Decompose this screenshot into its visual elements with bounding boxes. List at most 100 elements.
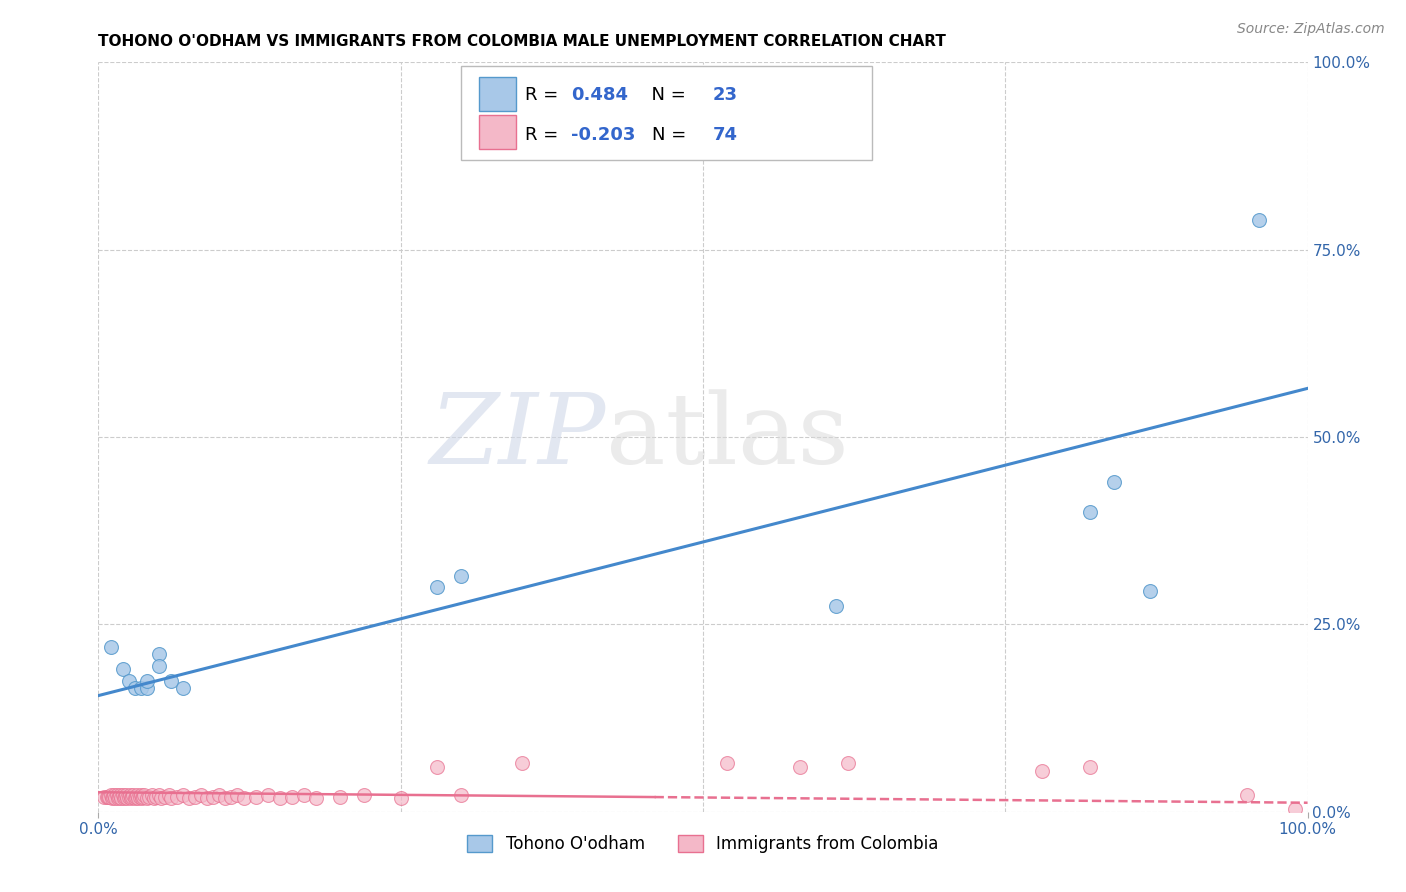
- Point: [153, 789, 176, 804]
- Point: [135, 673, 157, 688]
- Point: [145, 789, 167, 804]
- Point: [93, 789, 115, 804]
- Point: [124, 681, 146, 695]
- Point: [450, 789, 472, 803]
- Point: [172, 789, 194, 803]
- Point: [221, 789, 243, 804]
- Text: 74: 74: [713, 126, 738, 145]
- Point: [107, 791, 129, 805]
- Text: -0.203: -0.203: [571, 126, 636, 145]
- Bar: [479, 78, 516, 112]
- Point: [789, 760, 811, 774]
- Point: [256, 789, 278, 803]
- Point: [110, 791, 132, 805]
- Point: [131, 791, 153, 805]
- Point: [190, 789, 212, 803]
- Point: [129, 681, 152, 695]
- Point: [129, 789, 152, 803]
- Point: [1249, 212, 1271, 227]
- Point: [226, 789, 249, 803]
- Point: [305, 791, 328, 805]
- Point: [132, 789, 155, 804]
- Point: [143, 791, 166, 805]
- Point: [100, 640, 122, 654]
- Point: [98, 789, 121, 804]
- Point: [118, 673, 141, 688]
- Point: [179, 791, 201, 805]
- Point: [353, 789, 375, 803]
- Point: [104, 791, 127, 805]
- Point: [111, 662, 134, 676]
- Point: [148, 648, 170, 662]
- Text: N =: N =: [640, 86, 692, 103]
- Point: [128, 789, 150, 804]
- Point: [1031, 764, 1053, 778]
- Point: [202, 789, 225, 804]
- Point: [281, 789, 304, 804]
- Point: [1284, 802, 1306, 816]
- Point: [125, 789, 148, 804]
- Point: [426, 760, 449, 774]
- Point: [118, 789, 141, 803]
- Point: [121, 789, 143, 804]
- Point: [112, 791, 135, 805]
- Point: [105, 789, 128, 803]
- Point: [108, 789, 131, 803]
- Point: [111, 789, 134, 803]
- Point: [101, 789, 124, 804]
- Point: [1078, 505, 1101, 519]
- Point: [1139, 583, 1161, 598]
- Text: N =: N =: [652, 126, 692, 145]
- Text: R =: R =: [526, 126, 564, 145]
- Legend: Tohono O'odham, Immigrants from Colombia: Tohono O'odham, Immigrants from Colombia: [461, 828, 945, 860]
- Point: [160, 673, 183, 688]
- Point: [825, 599, 848, 613]
- Point: [115, 789, 138, 803]
- Point: [214, 791, 236, 805]
- Point: [157, 789, 180, 803]
- Point: [122, 789, 145, 803]
- Text: R =: R =: [526, 86, 564, 103]
- Point: [138, 789, 160, 804]
- FancyBboxPatch shape: [461, 66, 872, 160]
- Point: [426, 580, 449, 594]
- Point: [100, 791, 122, 805]
- Point: [837, 756, 859, 770]
- Point: [134, 789, 156, 803]
- Point: [184, 789, 207, 804]
- Point: [269, 791, 291, 805]
- Point: [510, 756, 533, 770]
- Point: [141, 789, 163, 803]
- Text: atlas: atlas: [606, 389, 849, 485]
- Point: [100, 789, 122, 803]
- Point: [108, 789, 131, 804]
- Point: [135, 791, 157, 805]
- Point: [120, 791, 142, 805]
- Text: 23: 23: [713, 86, 738, 103]
- Point: [127, 791, 149, 805]
- Point: [1078, 760, 1101, 774]
- Text: TOHONO O'ODHAM VS IMMIGRANTS FROM COLOMBIA MALE UNEMPLOYMENT CORRELATION CHART: TOHONO O'ODHAM VS IMMIGRANTS FROM COLOMB…: [98, 34, 946, 49]
- Point: [329, 789, 352, 804]
- Point: [172, 681, 194, 695]
- Point: [450, 568, 472, 582]
- Point: [124, 791, 146, 805]
- Text: ZIP: ZIP: [430, 390, 606, 484]
- Point: [160, 791, 183, 805]
- Point: [232, 791, 254, 805]
- Point: [208, 789, 231, 803]
- Text: 0.484: 0.484: [571, 86, 628, 103]
- Point: [127, 789, 149, 803]
- Point: [117, 791, 139, 805]
- Point: [148, 789, 170, 803]
- Point: [148, 658, 170, 673]
- Point: [166, 789, 188, 804]
- Point: [245, 789, 267, 804]
- Point: [1236, 789, 1258, 803]
- Point: [389, 791, 412, 805]
- Point: [1102, 475, 1125, 489]
- Point: [103, 789, 125, 803]
- Point: [135, 681, 157, 695]
- Point: [118, 789, 141, 804]
- Point: [292, 789, 315, 803]
